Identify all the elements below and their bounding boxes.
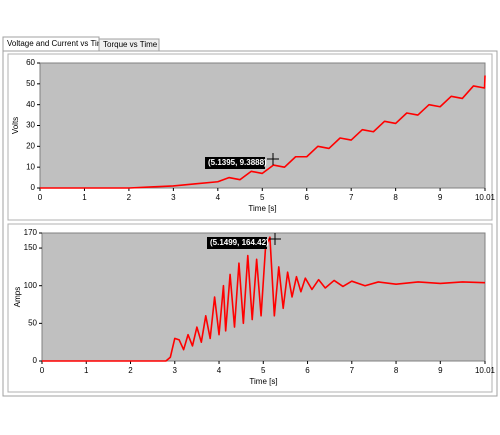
x-tick-label: 7 <box>350 366 355 375</box>
x-tick-label: 4 <box>217 366 222 375</box>
y-tick-label: 50 <box>26 79 35 88</box>
x-tick-label: 0 <box>38 193 43 202</box>
annotation: (5.1395, 9.3888) <box>208 158 267 167</box>
x-tick-label: 5 <box>261 366 266 375</box>
plot-area <box>41 232 486 362</box>
data-line <box>40 75 486 189</box>
x-tick-label: 2 <box>127 193 132 202</box>
x-tick-label: 5 <box>260 193 265 202</box>
y-tick-label: 60 <box>26 58 35 67</box>
x-tick-label: 1 <box>82 193 87 202</box>
x-tick-label: 7 <box>349 193 354 202</box>
plot-area <box>39 62 486 189</box>
x-tick-label: 10.01 <box>475 366 496 375</box>
x-tick-label: 9 <box>438 193 443 202</box>
x-tick-label: 6 <box>305 366 310 375</box>
x-tick-label: 0 <box>40 366 45 375</box>
cursor-cross <box>269 233 281 245</box>
x-tick-label: 3 <box>173 366 178 375</box>
y-tick-label: 0 <box>33 356 38 365</box>
x-tick-label: 3 <box>171 193 176 202</box>
y-tick-label: 50 <box>28 318 37 327</box>
y-tick-label: 40 <box>26 100 35 109</box>
y-tick-label: 30 <box>26 121 35 130</box>
x-tick-label: 9 <box>438 366 443 375</box>
x-tick-label: 1 <box>84 366 89 375</box>
annotation-box <box>205 157 265 169</box>
x-tick-label: 2 <box>128 366 133 375</box>
x-tick-label: 4 <box>216 193 221 202</box>
tab-label[interactable]: Voltage and Current vs Time <box>7 39 108 48</box>
cursor-cross <box>267 153 279 165</box>
x-axis-label: Time [s] <box>248 204 276 213</box>
x-axis-label: Time [s] <box>249 377 277 386</box>
x-tick-label: 6 <box>305 193 310 202</box>
y-tick-label: 150 <box>24 243 38 252</box>
y-tick-label: 10 <box>26 162 35 171</box>
y-axis-label: Amps <box>13 287 22 307</box>
x-tick-label: 10.01 <box>475 193 496 202</box>
annotation-box <box>207 237 267 249</box>
y-tick-label: 0 <box>31 183 36 192</box>
tab-label[interactable]: Torque vs Time <box>103 40 158 49</box>
x-tick-label: 8 <box>394 366 399 375</box>
y-tick-label: 20 <box>26 141 35 150</box>
data-line <box>42 236 486 362</box>
y-tick-label: 170 <box>24 228 38 237</box>
x-tick-label: 8 <box>393 193 398 202</box>
y-axis-label: Volts <box>11 117 20 134</box>
y-tick-label: 100 <box>24 281 38 290</box>
annotation: (5.1499, 164.42) <box>210 238 269 247</box>
